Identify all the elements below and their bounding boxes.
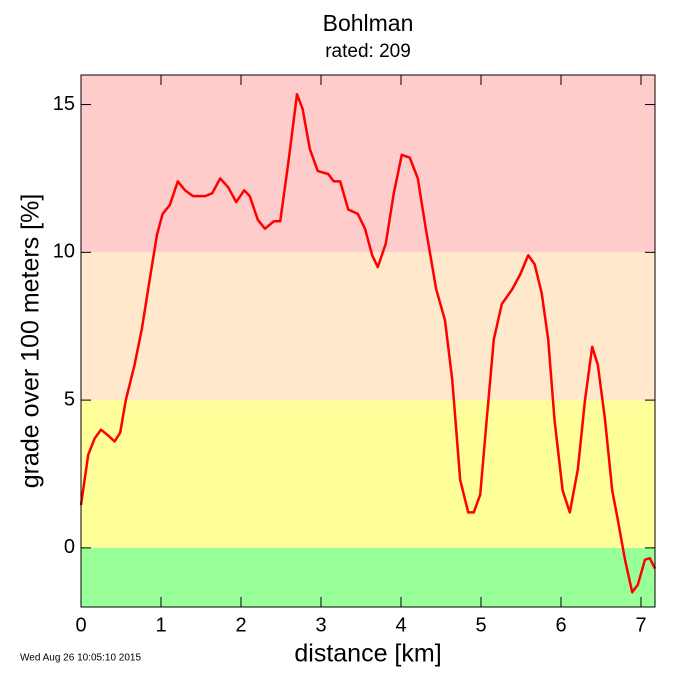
y-axis-label: grade over 100 meters [%] xyxy=(17,194,45,489)
y-tick-label: 15 xyxy=(53,93,75,115)
grade-band xyxy=(81,547,655,607)
grade-band xyxy=(81,400,655,548)
grade-band xyxy=(81,75,655,253)
chart-subtitle: rated: 209 xyxy=(325,41,411,62)
x-tick-label: 4 xyxy=(395,614,406,636)
x-tick-label: 2 xyxy=(235,614,246,636)
y-tick-label: 0 xyxy=(64,536,75,558)
timestamp: Wed Aug 26 10:05:10 2015 xyxy=(20,653,141,664)
plot-frame xyxy=(80,74,656,608)
x-tick-label: 3 xyxy=(315,614,326,636)
x-tick-label: 0 xyxy=(75,614,86,636)
y-tick-label: 5 xyxy=(64,388,75,410)
y-tick-label: 10 xyxy=(53,241,75,263)
x-tick-label: 7 xyxy=(635,614,646,636)
grade-band xyxy=(81,252,655,401)
grade-line xyxy=(79,92,657,594)
x-axis-label: distance [km] xyxy=(294,640,441,668)
chart-title: Bohlman xyxy=(323,10,414,36)
x-tick-label: 5 xyxy=(475,614,486,636)
x-tick-label: 6 xyxy=(555,614,566,636)
x-tick-label: 1 xyxy=(155,614,166,636)
